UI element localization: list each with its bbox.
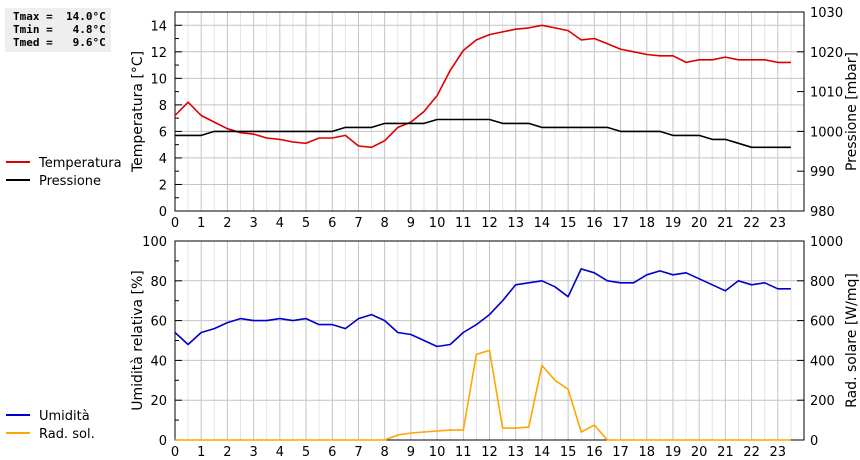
series-line-pressione <box>175 118 791 149</box>
series-line-umidit <box>174 268 791 348</box>
x-tick-label: 6 <box>328 445 336 460</box>
legend-label: Temperatura <box>38 156 122 171</box>
y-right-tick-label: 0 <box>810 434 818 449</box>
x-tick-label: 19 <box>665 216 682 231</box>
x-tick-label: 1 <box>197 216 205 231</box>
x-tick-label: 10 <box>429 445 446 460</box>
y-right-axis-label: Pressione [mbar] <box>844 52 860 171</box>
x-tick-label: 16 <box>586 445 603 460</box>
x-tick-label: 8 <box>381 216 389 231</box>
tmed-text: Tmed = 9.6°C <box>13 36 106 49</box>
x-tick-label: 0 <box>171 216 179 231</box>
y-right-tick-label: 980 <box>810 205 835 220</box>
y-right-tick-label: 1020 <box>810 46 843 61</box>
tmin-text: Tmin = 4.8°C <box>13 23 106 36</box>
x-tick-label: 17 <box>612 445 629 460</box>
x-tick-label: 7 <box>354 445 362 460</box>
x-tick-label: 12 <box>481 445 498 460</box>
series-line-rad-sol <box>175 349 791 441</box>
x-tick-label: 21 <box>717 216 734 231</box>
x-tick-label: 11 <box>455 216 472 231</box>
x-tick-label: 19 <box>665 445 682 460</box>
x-tick-label: 5 <box>302 216 310 231</box>
x-tick-label: 13 <box>507 445 524 460</box>
x-tick-label: 2 <box>223 216 231 231</box>
chart-panel-1: 0 1 2 3 4 5 6 7 8 9 10 11 12 13 14 15 16 17 18 19 20 21 22 2302… <box>6 6 860 231</box>
y-left-tick-label: 60 <box>150 315 167 330</box>
x-tick-label: 14 <box>534 445 551 460</box>
legend-label: Pressione <box>39 174 101 189</box>
stats-box: Tmax = 14.0°C Tmin = 4.8°C Tmed = 9.6°C <box>5 8 111 52</box>
x-tick-label: 16 <box>586 216 603 231</box>
x-tick-label: 14 <box>534 216 551 231</box>
y-right-axis-label: Rad. solare [W/mq] <box>844 273 860 408</box>
y-right-tick-label: 1010 <box>810 86 843 101</box>
x-tick-label: 23 <box>770 216 787 231</box>
y-left-tick-label: 8 <box>159 99 167 114</box>
x-tick-label: 17 <box>612 216 629 231</box>
x-tick-label: 20 <box>691 445 708 460</box>
y-right-tick-label: 200 <box>810 394 835 409</box>
y-left-tick-label: 20 <box>150 394 167 409</box>
x-tick-label: 13 <box>507 216 524 231</box>
x-tick-label: 22 <box>743 216 760 231</box>
legend-label: Rad. sol. <box>39 427 95 442</box>
y-left-tick-label: 10 <box>150 72 167 87</box>
y-left-tick-label: 14 <box>150 19 167 34</box>
x-tick-label: 15 <box>560 445 577 460</box>
plot-frame <box>174 240 805 441</box>
x-tick-label: 21 <box>717 445 734 460</box>
x-tick-label: 4 <box>276 216 284 231</box>
y-left-axis-label: Umidità relativa [%] <box>130 270 146 411</box>
x-tick-label: 2 <box>223 445 231 460</box>
x-tick-label: 0 <box>171 445 179 460</box>
x-tick-label: 20 <box>691 216 708 231</box>
legend-label: Umidità <box>39 409 90 424</box>
y-right-tick-label: 400 <box>810 354 835 369</box>
y-right-tick-label: 800 <box>810 275 835 290</box>
series-line-temperatura <box>174 24 791 149</box>
x-tick-label: 18 <box>638 216 655 231</box>
y-left-tick-label: 80 <box>150 275 167 290</box>
tmax-text: Tmax = 14.0°C <box>13 10 106 23</box>
y-left-tick-label: 40 <box>150 354 167 369</box>
y-right-tick-label: 600 <box>810 315 835 330</box>
x-tick-label: 12 <box>481 216 498 231</box>
x-tick-label: 11 <box>455 445 472 460</box>
y-left-axis-label: Temperatura [°C] <box>130 51 146 173</box>
y-left-tick-label: 6 <box>159 125 167 140</box>
y-left-tick-label: 0 <box>159 205 167 220</box>
x-tick-label: 18 <box>638 445 655 460</box>
x-tick-label: 22 <box>743 445 760 460</box>
x-tick-label: 8 <box>381 445 389 460</box>
x-tick-label: 23 <box>770 445 787 460</box>
x-tick-label: 3 <box>249 445 257 460</box>
x-tick-label: 4 <box>276 445 284 460</box>
y-left-tick-label: 12 <box>150 46 167 61</box>
y-right-tick-label: 990 <box>810 165 835 180</box>
x-tick-label: 1 <box>197 445 205 460</box>
x-tick-label: 9 <box>407 445 415 460</box>
y-right-tick-label: 1030 <box>810 6 843 21</box>
y-left-tick-label: 2 <box>159 178 167 193</box>
x-tick-label: 9 <box>407 216 415 231</box>
y-left-tick-label: 4 <box>159 152 167 167</box>
x-tick-label: 7 <box>354 216 362 231</box>
x-tick-label: 10 <box>429 216 446 231</box>
x-tick-label: 5 <box>302 445 310 460</box>
x-tick-label: 6 <box>328 216 336 231</box>
y-right-tick-label: 1000 <box>810 235 843 250</box>
x-tick-label: 3 <box>249 216 257 231</box>
chart-panel-2: 0 1 2 3 4 5 6 7 8 9 10 11 12 13 14 15 16 17 18 19 20 21 22 2302… <box>6 235 860 460</box>
y-right-tick-label: 1000 <box>810 125 843 140</box>
x-tick-label: 15 <box>560 216 577 231</box>
plot-frame <box>174 11 805 212</box>
y-left-tick-label: 0 <box>159 434 167 449</box>
y-left-tick-label: 100 <box>142 235 167 250</box>
